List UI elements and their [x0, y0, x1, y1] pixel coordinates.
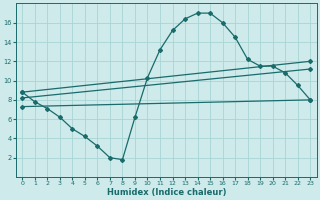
X-axis label: Humidex (Indice chaleur): Humidex (Indice chaleur) [107, 188, 226, 197]
